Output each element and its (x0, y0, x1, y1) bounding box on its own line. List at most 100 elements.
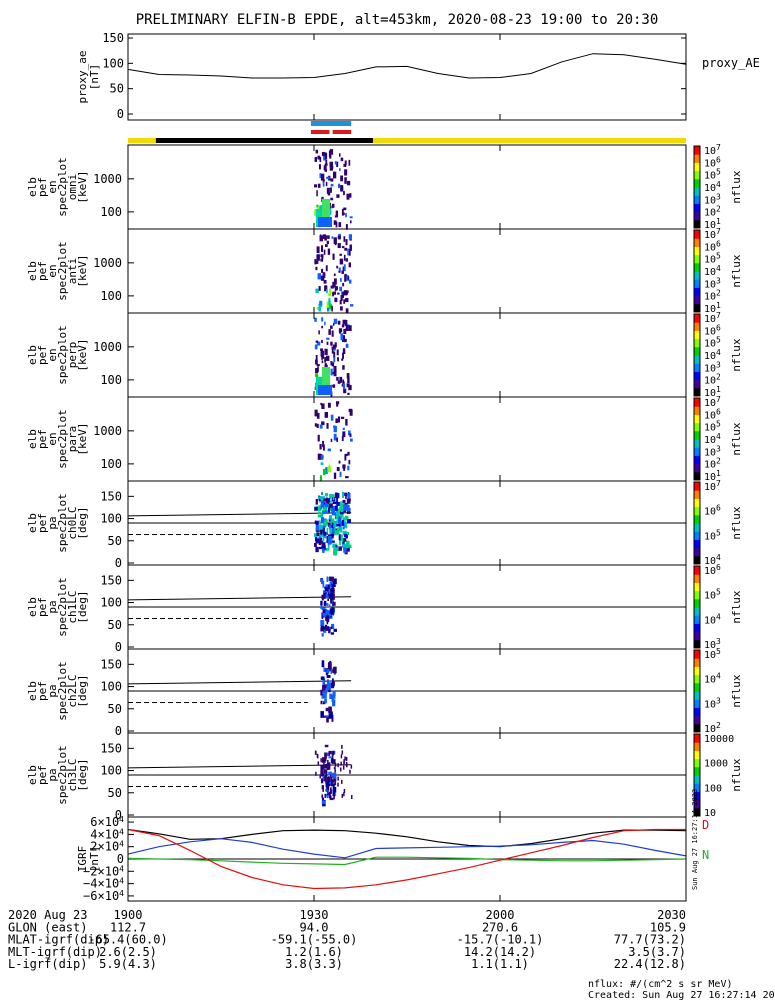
cell-anti (328, 298, 331, 305)
cell-perp (324, 356, 327, 363)
cell-anti (332, 253, 335, 260)
cell-ch0LC (346, 505, 350, 512)
ylabel-ch1LC-2: pa (46, 600, 59, 613)
cell-ch2LC (320, 711, 324, 718)
cell-ch0LC (337, 517, 339, 522)
cell-ch3LC (326, 763, 330, 771)
cell-ch1LC (320, 625, 323, 629)
anti-losscone-ch0LC (127, 512, 352, 517)
cell-ch1LC (326, 603, 329, 606)
cell-ch1LC (321, 595, 324, 601)
ylabel-perp-1: pef (36, 345, 49, 365)
cell-omni (330, 178, 334, 182)
cell-perp (321, 339, 323, 344)
cell-anti (343, 264, 346, 272)
cell-anti (343, 290, 348, 296)
ytick-label-igrf-5: −4×104 (83, 877, 124, 891)
cell-omni (325, 181, 328, 187)
cell-para (324, 412, 329, 418)
colorbar-swatch (694, 639, 700, 649)
cell-ch0LC (322, 525, 326, 530)
cell-ch3LC (328, 756, 332, 759)
cell-ch3LC (349, 769, 351, 774)
colorbar-label-ch2LC: nflux (730, 674, 743, 707)
cell-ch3LC (351, 795, 353, 800)
colorbar-swatch (694, 506, 700, 516)
ylabel-proxy_ae-0: proxy_ae (76, 51, 89, 104)
cell-ch1LC (332, 601, 336, 606)
cell-ch3LC (340, 754, 343, 759)
cell-omni (322, 199, 330, 221)
cell-para (348, 408, 353, 412)
cell-ch3LC (330, 774, 332, 779)
cell-ch0LC (342, 499, 346, 503)
xaxis-row-value-0-2: 2000 (486, 908, 515, 922)
cell-ch0LC (337, 508, 341, 512)
cell-perp (342, 352, 344, 359)
cell-perp (347, 376, 350, 384)
frame-perp (127, 312, 687, 398)
colorbar-swatch (694, 598, 700, 608)
cell-ch0LC (321, 492, 323, 495)
cell-para (337, 416, 341, 423)
cell-omni (317, 206, 321, 212)
cell-anti (342, 291, 344, 299)
cell-ch2LC (322, 678, 326, 685)
cell-ch3LC (326, 776, 329, 782)
cell-perp (346, 324, 349, 329)
cell-ch0LC (331, 540, 335, 543)
colorbar-swatch (694, 414, 700, 424)
cell-para (340, 416, 345, 419)
cell-ch3LC (324, 744, 329, 748)
cell-ch0LC (320, 512, 324, 519)
cell-ch0LC (335, 511, 340, 517)
cell-ch0LC (336, 515, 339, 519)
panel-ch0LC: elbpefpaspec2plotch0LC[deg]0501001501041… (26, 479, 743, 570)
cell-ch3LC (343, 788, 346, 793)
colorbar-swatch (694, 674, 700, 684)
cell-anti (341, 246, 345, 249)
colorbar-swatch (694, 623, 700, 633)
cell-perp (344, 319, 348, 327)
cell-ch3LC (334, 781, 337, 786)
colorbar-tick-ch2LC-3: 105 (704, 647, 721, 661)
cell-anti (320, 258, 324, 262)
cell-ch0LC (332, 508, 335, 516)
cell-ch3LC (326, 787, 329, 793)
colorbar-swatch (694, 254, 700, 264)
colorbar-swatch (694, 219, 700, 229)
colorbar-frame (693, 649, 701, 733)
cell-ch1LC (331, 588, 334, 593)
cell-para (344, 454, 347, 461)
cell-omni (323, 154, 327, 161)
colorbar-swatch (694, 195, 700, 204)
cell-omni (329, 153, 332, 159)
cell-ch2LC (320, 689, 323, 696)
cell-ch1LC (324, 586, 329, 592)
cell-ch0LC (321, 503, 325, 508)
cell-perp (320, 350, 325, 358)
cell-anti (332, 292, 335, 297)
cell-ch0LC (345, 531, 350, 535)
colorbar-swatch (694, 398, 700, 407)
xaxis-row-value-2-0: -65.4(60.0) (88, 933, 167, 947)
colorbar-swatch (694, 807, 700, 817)
cell-ch3LC (316, 754, 319, 759)
cell-ch3LC (329, 797, 334, 801)
cell-ch3LC (328, 776, 330, 781)
cell-para (347, 465, 350, 471)
ylabel-perp-3: spec2plot (56, 325, 69, 385)
cell-anti (334, 278, 337, 285)
cell-omni (340, 175, 344, 182)
cell-omni (345, 213, 347, 218)
cell-ch0LC (317, 514, 322, 518)
cell-ch3LC (337, 782, 339, 787)
cell-anti (328, 304, 333, 309)
cell-anti (332, 291, 336, 295)
cell-omni (330, 183, 334, 187)
cell-ch3LC (325, 793, 329, 797)
cell-perp (321, 360, 324, 364)
